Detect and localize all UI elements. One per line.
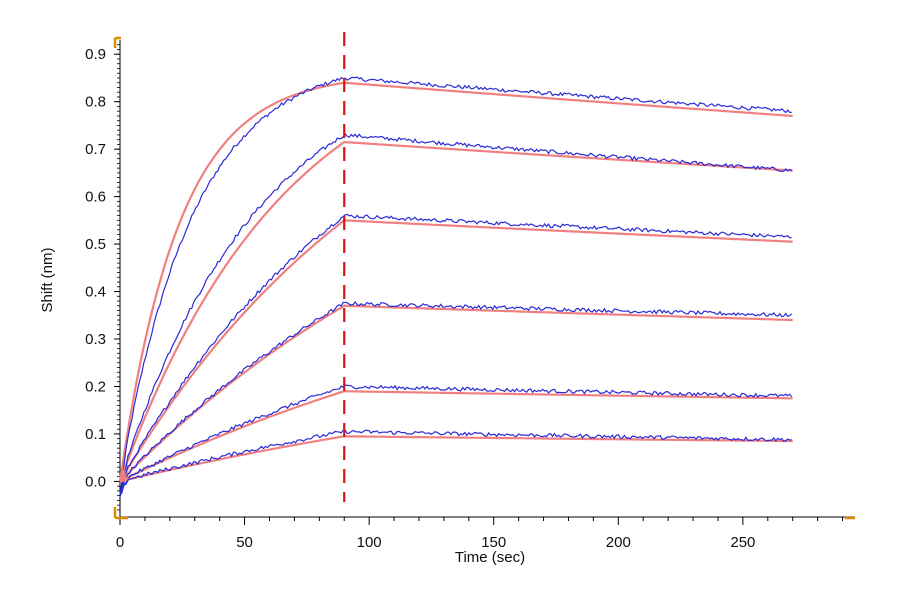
x-tick-label: 100 — [357, 534, 382, 551]
y-axis-title: Shift (nm) — [39, 247, 56, 312]
sensorgram-curves — [118, 76, 793, 498]
y-axis: 0.0 0.1 0.2 0.3 0.4 0.5 0.6 0.7 0.8 0.9 — [85, 36, 121, 518]
y-tick-label: 0.1 — [85, 426, 106, 443]
y-tick-label: 0.8 — [85, 94, 106, 111]
x-tick-label: 150 — [481, 534, 506, 551]
x-tick-label: 250 — [730, 534, 755, 551]
x-axis: 0 50 100 150 200 250 — [115, 516, 855, 551]
measured-curve-5 — [119, 384, 793, 496]
fit-curve-5 — [119, 390, 793, 483]
measured-curve-4 — [119, 301, 793, 498]
x-tick-label: 0 — [116, 534, 124, 551]
fit-curve-6 — [119, 435, 793, 483]
measured-curve-1 — [119, 76, 792, 496]
y-tick-label: 0.2 — [85, 378, 106, 395]
y-tick-label: 0.5 — [85, 236, 106, 253]
measured-curve-3 — [119, 213, 792, 496]
y-tick-label: 0.4 — [85, 284, 106, 301]
y-tick-label: 0.9 — [85, 46, 106, 63]
y-tick-label: 0.0 — [85, 473, 106, 490]
measured-curve-2 — [119, 132, 793, 494]
x-tick-label: 200 — [606, 534, 631, 551]
measured-curve-6 — [119, 429, 792, 495]
y-tick-label: 0.3 — [85, 331, 106, 348]
fit-curve-3 — [119, 219, 793, 482]
y-tick-label: 0.6 — [85, 189, 106, 206]
fit-curve-1 — [118, 81, 793, 482]
fit-curve-4 — [119, 304, 793, 483]
x-axis-title: Time (sec) — [455, 549, 525, 566]
x-tick-label: 50 — [236, 534, 253, 551]
fit-curve-2 — [118, 140, 793, 482]
y-tick-label: 0.7 — [85, 141, 106, 158]
